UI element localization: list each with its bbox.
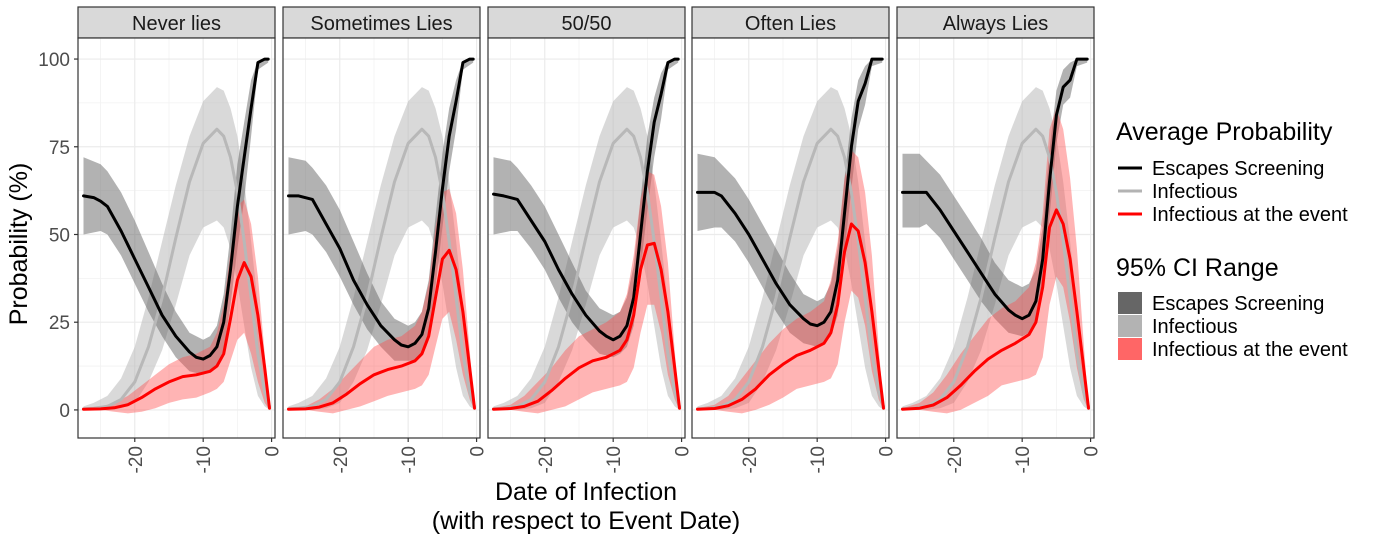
panel-2: Sometimes Lies -20 -10 0 [282, 6, 489, 473]
legend-fill-key [1118, 338, 1142, 360]
x-tick-label: 0 [877, 446, 898, 457]
event-ci-band [288, 188, 475, 414]
legend-line-label: Escapes Screening [1152, 158, 1324, 180]
x-tick-label: -10 [808, 446, 829, 473]
panel-data [82, 57, 271, 414]
x-tick-label: -20 [126, 446, 147, 473]
legend-fill-key [1118, 292, 1142, 314]
event-ci-band [697, 150, 884, 414]
y-tick-label: 0 [59, 401, 70, 422]
panel-border [896, 37, 1095, 439]
legend-fill-label: Escapes Screening [1152, 293, 1324, 315]
infectious-line [696, 127, 885, 411]
escapes-line [82, 57, 270, 361]
event-line [287, 248, 476, 411]
panel-data [901, 57, 1090, 414]
x-tick-label: 0 [468, 446, 489, 457]
panel-border [691, 37, 890, 439]
legend-line-label: Infectious [1152, 181, 1238, 203]
panel-border [487, 37, 686, 439]
x-tick-label: -10 [194, 446, 215, 473]
panel-strip-label: Always Lies [943, 13, 1049, 35]
x-tick-label: -20 [536, 446, 557, 473]
infectious-ci-band [288, 87, 475, 410]
event-line [492, 241, 681, 411]
legend-fill-key [1118, 315, 1142, 337]
panel-strip-label: 50/50 [561, 13, 611, 35]
panel-strip-label: Often Lies [745, 13, 836, 35]
infectious-ci-band [902, 87, 1089, 410]
panel-3: 50/50 -20 -10 0 [487, 6, 694, 473]
infectious-ci-band [493, 87, 680, 410]
event-line [82, 261, 271, 411]
infectious-line [492, 127, 681, 411]
panel-strip [77, 6, 276, 39]
legend-line-label: Infectious at the event [1152, 204, 1348, 226]
escapes-line [287, 57, 475, 349]
panel-border [77, 37, 276, 439]
y-axis-title: Probability (%) [5, 163, 33, 326]
escapes-ci-band [697, 59, 883, 347]
infectious-ci-band [697, 87, 884, 410]
x-tick-label: -10 [399, 446, 420, 473]
legend-fill-label: Infectious [1152, 316, 1238, 338]
event-ci-band [83, 199, 270, 414]
x-axis-title-line1: Date of Infection [495, 478, 677, 506]
x-axis-title-line2: (with respect to Event Date) [432, 507, 740, 535]
y-tick-label: 25 [49, 313, 70, 334]
panel-strip-label: Sometimes Lies [310, 13, 452, 35]
legend-lines-title: Average Probability [1116, 118, 1333, 146]
event-line [901, 208, 1090, 411]
panel-strip [691, 6, 890, 39]
x-tick-label: -20 [945, 446, 966, 473]
panel-strip-label: Never lies [132, 13, 221, 35]
y-tick-label: 50 [49, 225, 70, 246]
legend-fills-title: 95% CI Range [1116, 254, 1279, 282]
x-tick-label: -20 [740, 446, 761, 473]
infectious-line [901, 127, 1090, 411]
escapes-line [901, 57, 1089, 321]
escapes-ci-band [83, 59, 269, 375]
event-ci-band [493, 171, 680, 414]
x-tick-label: 0 [673, 446, 694, 457]
infectious-line [287, 127, 476, 411]
x-tick-label: -10 [1013, 446, 1034, 473]
escapes-line [492, 57, 680, 342]
infectious-line [82, 127, 271, 411]
escapes-ci-band [493, 59, 679, 358]
escapes-line [696, 57, 884, 328]
y-tick-label: 100 [38, 50, 70, 71]
panel-strip [282, 6, 481, 39]
event-ci-band [902, 108, 1089, 414]
x-tick-label: 0 [263, 446, 284, 457]
panel-data [287, 57, 476, 414]
event-line [696, 222, 885, 411]
y-tick-label: 75 [49, 138, 70, 159]
panel-5: Always Lies -20 -10 0 [896, 6, 1103, 473]
x-tick-label: 0 [1082, 446, 1103, 457]
y-axis: 0 25 50 75 100 [38, 50, 78, 422]
panel-data [696, 57, 885, 414]
infectious-ci-band [83, 87, 270, 410]
panel-1: Never lies -20 -10 0 [77, 6, 284, 473]
panel-data [492, 57, 681, 414]
panel-4: Often Lies -20 -10 0 [691, 6, 898, 473]
x-tick-label: -10 [604, 446, 625, 473]
legend-fill-label: Infectious at the event [1152, 339, 1348, 361]
panel-border [282, 37, 481, 439]
escapes-ci-band [288, 59, 474, 361]
panel-strip [487, 6, 686, 39]
x-tick-label: -20 [331, 446, 352, 473]
